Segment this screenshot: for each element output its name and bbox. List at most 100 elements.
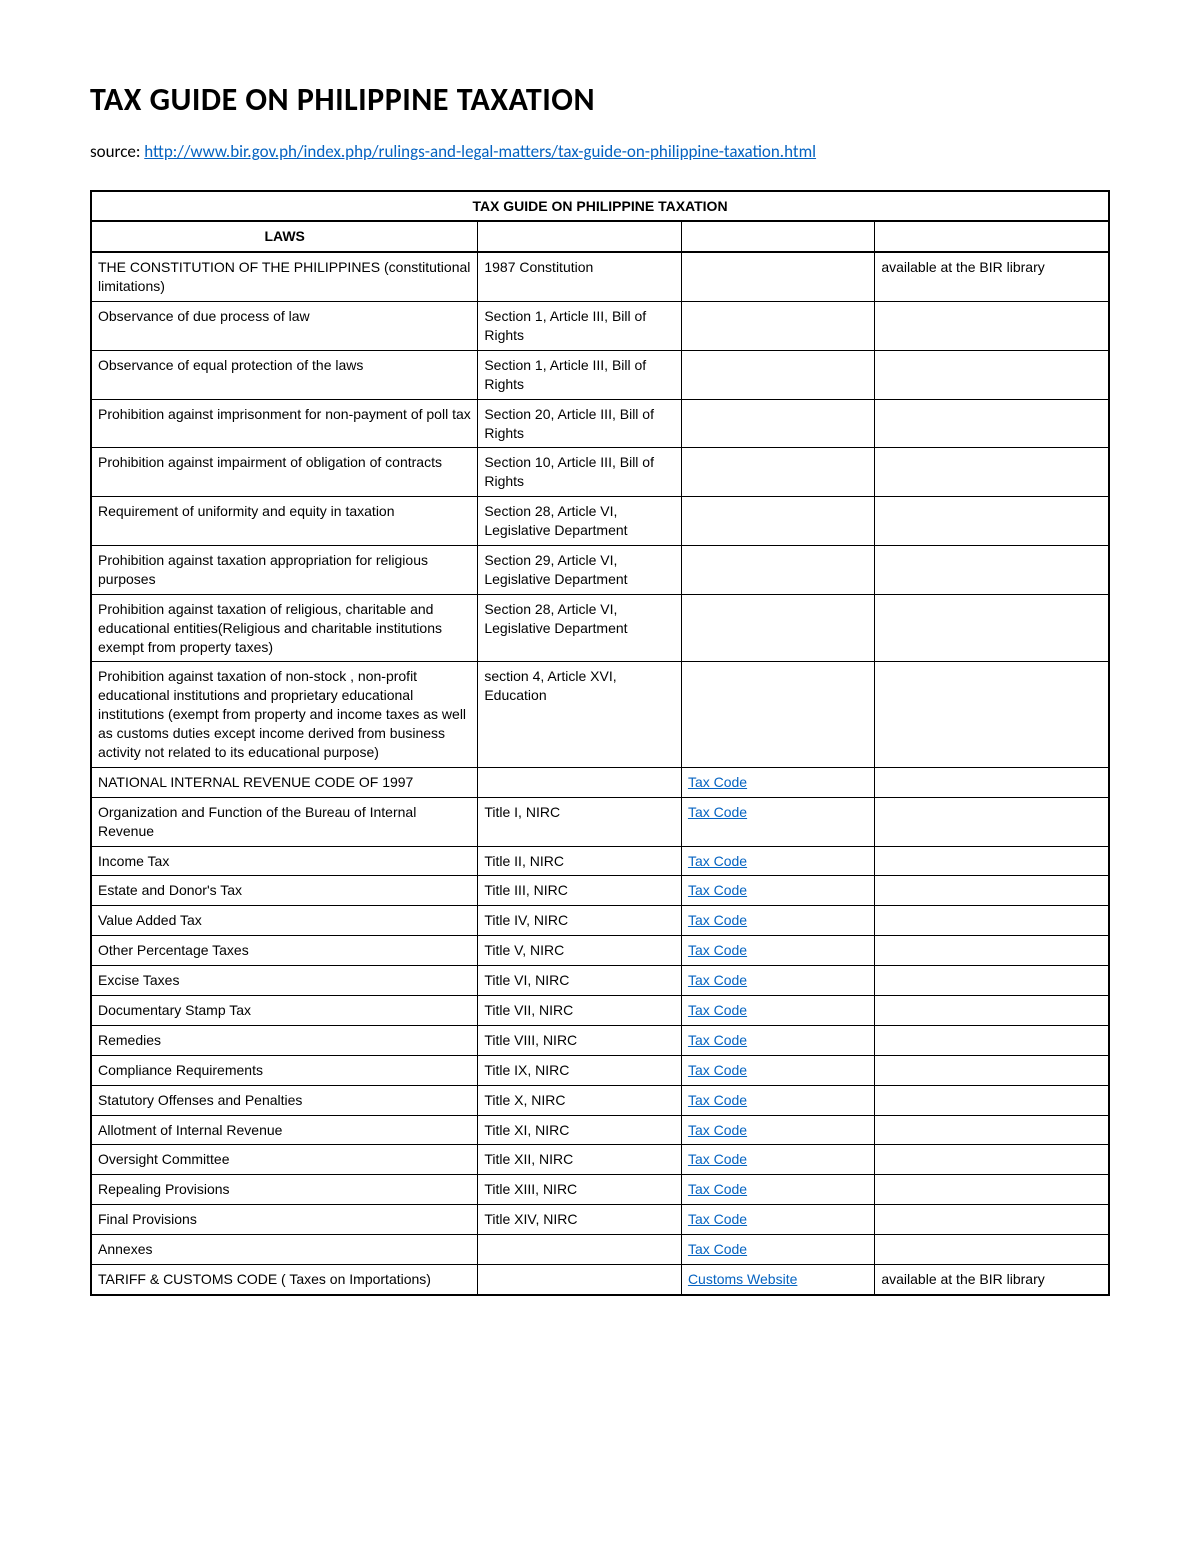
tax-code-link[interactable]: Tax Code xyxy=(688,1151,747,1167)
table-header-row: LAWS xyxy=(91,221,1109,252)
tax-code-link[interactable]: Tax Code xyxy=(688,1181,747,1197)
tax-guide-table: TAX GUIDE ON PHILIPPINE TAXATION LAWS TH… xyxy=(90,190,1110,1296)
cell-notes xyxy=(875,846,1109,876)
cell-reference xyxy=(478,1265,682,1295)
cell-notes xyxy=(875,302,1109,351)
table-row: TARIFF & CUSTOMS CODE ( Taxes on Importa… xyxy=(91,1265,1109,1295)
cell-reference: section 4, Article XVI, Education xyxy=(478,662,682,767)
table-row: THE CONSTITUTION OF THE PHILIPPINES (con… xyxy=(91,252,1109,301)
cell-reference: Section 1, Article III, Bill of Rights xyxy=(478,302,682,351)
cell-link: Tax Code xyxy=(681,996,874,1026)
cell-reference: Title XI, NIRC xyxy=(478,1115,682,1145)
cell-notes xyxy=(875,545,1109,594)
cell-reference: Title II, NIRC xyxy=(478,846,682,876)
source-label: source: xyxy=(90,141,144,162)
cell-notes xyxy=(875,797,1109,846)
cell-laws: Excise Taxes xyxy=(91,966,478,996)
cell-link: Tax Code xyxy=(681,1235,874,1265)
cell-link: Tax Code xyxy=(681,936,874,966)
cell-link xyxy=(681,350,874,399)
tax-code-link[interactable]: Tax Code xyxy=(688,882,747,898)
cell-reference: Title IX, NIRC xyxy=(478,1055,682,1085)
cell-reference: Section 20, Article III, Bill of Rights xyxy=(478,399,682,448)
cell-reference: Title XII, NIRC xyxy=(478,1145,682,1175)
page-title: TAX GUIDE ON PHILIPPINE TAXATION xyxy=(90,80,1110,119)
cell-notes xyxy=(875,1025,1109,1055)
cell-reference: 1987 Constitution xyxy=(478,252,682,301)
tax-code-link[interactable]: Tax Code xyxy=(688,1092,747,1108)
cell-reference: Section 28, Article VI, Legislative Depa… xyxy=(478,594,682,662)
cell-notes: available at the BIR library xyxy=(875,1265,1109,1295)
cell-laws: Documentary Stamp Tax xyxy=(91,996,478,1026)
header-notes xyxy=(875,221,1109,252)
cell-reference: Section 1, Article III, Bill of Rights xyxy=(478,350,682,399)
tax-code-link[interactable]: Tax Code xyxy=(688,1062,747,1078)
tax-code-link[interactable]: Tax Code xyxy=(688,1032,747,1048)
source-link[interactable]: http://www.bir.gov.ph/index.php/rulings-… xyxy=(144,141,816,162)
cell-link: Tax Code xyxy=(681,876,874,906)
table-row: Documentary Stamp TaxTitle VII, NIRCTax … xyxy=(91,996,1109,1026)
cell-laws: Prohibition against imprisonment for non… xyxy=(91,399,478,448)
cell-notes xyxy=(875,662,1109,767)
cell-link: Tax Code xyxy=(681,1175,874,1205)
cell-notes xyxy=(875,1235,1109,1265)
cell-notes xyxy=(875,1205,1109,1235)
cell-reference: Section 29, Article VI, Legislative Depa… xyxy=(478,545,682,594)
cell-laws: NATIONAL INTERNAL REVENUE CODE OF 1997 xyxy=(91,767,478,797)
table-title-cell: TAX GUIDE ON PHILIPPINE TAXATION xyxy=(91,191,1109,222)
cell-laws: Prohibition against impairment of obliga… xyxy=(91,448,478,497)
cell-notes xyxy=(875,996,1109,1026)
cell-notes xyxy=(875,876,1109,906)
table-row: Estate and Donor's TaxTitle III, NIRC Tax… xyxy=(91,876,1109,906)
cell-laws: Value Added Tax xyxy=(91,906,478,936)
cell-link xyxy=(681,302,874,351)
cell-reference: Title V, NIRC xyxy=(478,936,682,966)
cell-reference: Title IV, NIRC xyxy=(478,906,682,936)
cell-notes: available at the BIR library xyxy=(875,252,1109,301)
cell-notes xyxy=(875,594,1109,662)
table-row: Prohibition against taxation of non-stoc… xyxy=(91,662,1109,767)
tax-code-link[interactable]: Tax Code xyxy=(688,774,747,790)
cell-link xyxy=(681,545,874,594)
table-row: NATIONAL INTERNAL REVENUE CODE OF 1997 Ta… xyxy=(91,767,1109,797)
tax-code-link[interactable]: Tax Code xyxy=(688,804,747,820)
cell-notes xyxy=(875,1115,1109,1145)
tax-code-link[interactable]: Tax Code xyxy=(688,912,747,928)
table-row: Value Added TaxTitle IV, NIRC Tax Code xyxy=(91,906,1109,936)
tax-code-link[interactable]: Customs Website xyxy=(688,1271,797,1287)
tax-code-link[interactable]: Tax Code xyxy=(688,853,747,869)
cell-reference: Title III, NIRC xyxy=(478,876,682,906)
cell-laws: Statutory Offenses and Penalties xyxy=(91,1085,478,1115)
tax-code-link[interactable]: Tax Code xyxy=(688,972,747,988)
cell-notes xyxy=(875,936,1109,966)
cell-laws: Observance of due process of law xyxy=(91,302,478,351)
cell-laws: Prohibition against taxation appropriati… xyxy=(91,545,478,594)
cell-notes xyxy=(875,399,1109,448)
table-row: Allotment of Internal RevenueTitle XI, N… xyxy=(91,1115,1109,1145)
cell-reference xyxy=(478,1235,682,1265)
cell-link: Tax Code xyxy=(681,1055,874,1085)
cell-reference: Title VIII, NIRC xyxy=(478,1025,682,1055)
header-link xyxy=(681,221,874,252)
cell-link: Tax Code xyxy=(681,906,874,936)
table-row: Prohibition against imprisonment for non… xyxy=(91,399,1109,448)
table-row: Other Percentage TaxesTitle V, NIRCTax C… xyxy=(91,936,1109,966)
cell-link xyxy=(681,448,874,497)
tax-code-link[interactable]: Tax Code xyxy=(688,1241,747,1257)
tax-code-link[interactable]: Tax Code xyxy=(688,1211,747,1227)
table-title-row: TAX GUIDE ON PHILIPPINE TAXATION xyxy=(91,191,1109,222)
table-row: Requirement of uniformity and equity in … xyxy=(91,497,1109,546)
cell-reference: Title XIV, NIRC xyxy=(478,1205,682,1235)
table-row: Statutory Offenses and PenaltiesTitle X,… xyxy=(91,1085,1109,1115)
table-row: Observance of equal protection of the la… xyxy=(91,350,1109,399)
cell-laws: Estate and Donor's Tax xyxy=(91,876,478,906)
tax-code-link[interactable]: Tax Code xyxy=(688,1122,747,1138)
tax-code-link[interactable]: Tax Code xyxy=(688,942,747,958)
table-row: Repealing ProvisionsTitle XIII, NIRCTax … xyxy=(91,1175,1109,1205)
tax-code-link[interactable]: Tax Code xyxy=(688,1002,747,1018)
cell-reference: Section 10, Article III, Bill of Rights xyxy=(478,448,682,497)
cell-link: Tax Code xyxy=(681,966,874,996)
cell-link: Tax Code xyxy=(681,846,874,876)
cell-laws: Income Tax xyxy=(91,846,478,876)
cell-link xyxy=(681,662,874,767)
